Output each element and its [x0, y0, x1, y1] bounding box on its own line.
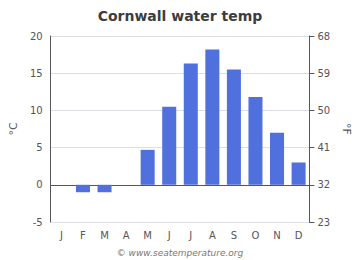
- svg-text:°F: °F: [340, 123, 353, 135]
- svg-text:© www.seatemperature.org: © www.seatemperature.org: [117, 248, 244, 258]
- svg-text:N: N: [273, 230, 280, 241]
- svg-text:F: F: [80, 230, 86, 241]
- svg-text:J: J: [167, 230, 171, 241]
- svg-text:D: D: [295, 230, 303, 241]
- svg-text:O: O: [252, 230, 260, 241]
- svg-text:32: 32: [317, 179, 330, 190]
- svg-text:0: 0: [36, 179, 42, 190]
- svg-text:41: 41: [317, 142, 330, 153]
- svg-text:23: 23: [317, 217, 330, 228]
- svg-text:M: M: [100, 230, 109, 241]
- svg-text:Cornwall water temp: Cornwall water temp: [98, 8, 263, 24]
- svg-text:15: 15: [30, 68, 43, 79]
- svg-text:20: 20: [30, 31, 43, 42]
- svg-text:M: M: [143, 230, 152, 241]
- svg-text:50: 50: [317, 105, 330, 116]
- svg-text:A: A: [209, 230, 216, 241]
- svg-text:5: 5: [36, 142, 42, 153]
- svg-text:-5: -5: [33, 217, 43, 228]
- svg-text:S: S: [231, 230, 237, 241]
- svg-text:A: A: [123, 230, 130, 241]
- svg-text:J: J: [188, 230, 192, 241]
- svg-text:J: J: [59, 230, 63, 241]
- svg-text:59: 59: [317, 68, 330, 79]
- svg-text:68: 68: [317, 31, 330, 42]
- svg-text:°C: °C: [7, 122, 20, 136]
- svg-text:10: 10: [30, 105, 43, 116]
